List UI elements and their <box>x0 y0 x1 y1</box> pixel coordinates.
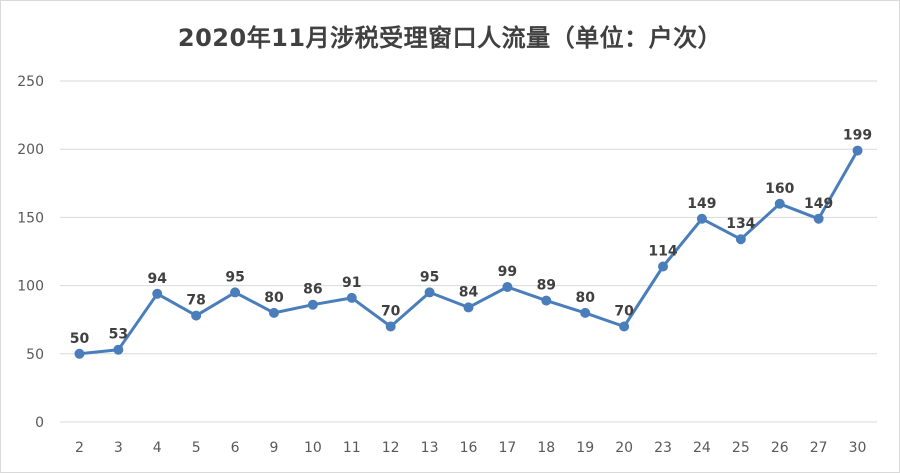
data-point <box>580 307 591 318</box>
data-point <box>541 295 552 306</box>
series-line-group <box>79 149 859 356</box>
data-point <box>307 299 318 310</box>
x-tick-label: 16 <box>460 440 478 456</box>
data-label: 89 <box>537 278 556 294</box>
data-label: 80 <box>575 290 595 306</box>
chart-title: 2020年11月涉税受理窗口人流量（单位：户次） <box>177 24 723 52</box>
data-label: 80 <box>264 290 284 306</box>
x-tick-label: 11 <box>343 440 361 456</box>
data-label: 50 <box>70 331 90 347</box>
x-tick-label: 23 <box>654 440 672 456</box>
y-tick-label: 100 <box>17 279 44 295</box>
data-point <box>619 321 630 332</box>
data-label: 134 <box>726 216 755 232</box>
data-point <box>463 302 474 313</box>
data-point <box>385 321 396 332</box>
data-point <box>191 310 202 321</box>
data-label: 84 <box>459 284 479 300</box>
x-tick-label: 13 <box>421 440 439 456</box>
data-point <box>230 287 241 298</box>
data-label: 86 <box>303 282 322 298</box>
data-point <box>268 307 279 318</box>
data-point <box>346 292 357 303</box>
data-point <box>735 234 746 245</box>
data-point <box>113 344 124 355</box>
data-point <box>74 348 85 359</box>
markers-group <box>74 145 863 359</box>
y-tick-label: 150 <box>17 210 44 226</box>
data-point <box>813 213 824 224</box>
y-axis-ticks: 0 50 100 150 200 250 <box>17 74 44 431</box>
y-tick-label: 200 <box>17 142 44 158</box>
x-tick-label: 20 <box>615 440 633 456</box>
data-label: 91 <box>342 275 361 291</box>
x-tick-label: 19 <box>576 440 594 456</box>
data-label: 95 <box>225 269 244 285</box>
x-axis-ticks: 2 3 4 5 6 9 10 11 12 13 16 17 18 19 20 23 24 25 26 27 30 <box>75 440 866 456</box>
x-tick-label: 30 <box>849 440 867 456</box>
data-label: 53 <box>109 327 128 343</box>
x-tick-label: 17 <box>498 440 516 456</box>
data-label: 70 <box>614 304 634 320</box>
y-tick-label: 0 <box>35 415 44 431</box>
x-tick-label: 18 <box>537 440 555 456</box>
data-point <box>774 198 785 209</box>
x-tick-label: 4 <box>153 440 162 456</box>
data-label: 160 <box>765 181 794 197</box>
gridlines <box>60 80 877 423</box>
data-label: 199 <box>843 128 872 144</box>
x-tick-label: 6 <box>231 440 240 456</box>
x-tick-label: 25 <box>732 440 750 456</box>
data-label: 70 <box>381 304 401 320</box>
x-tick-label: 27 <box>810 440 828 456</box>
x-tick-label: 9 <box>270 440 279 456</box>
x-tick-label: 12 <box>382 440 400 456</box>
series-line <box>79 149 859 356</box>
x-tick-label: 10 <box>304 440 322 456</box>
data-label: 94 <box>148 271 168 287</box>
data-label: 149 <box>804 196 833 212</box>
data-point <box>502 281 513 292</box>
data-point <box>424 287 435 298</box>
data-labels-group: 50 53 94 78 95 80 86 91 70 95 84 99 89 80 70 114 149 134 1… <box>70 128 872 347</box>
data-label: 95 <box>420 269 439 285</box>
x-tick-label: 26 <box>771 440 789 456</box>
x-tick-label: 5 <box>192 440 201 456</box>
x-tick-label: 2 <box>75 440 84 456</box>
data-label: 114 <box>648 244 677 260</box>
y-tick-label: 250 <box>17 74 44 90</box>
data-point <box>658 261 669 272</box>
data-label: 99 <box>498 264 517 280</box>
data-label: 149 <box>687 196 716 212</box>
data-point <box>696 213 707 224</box>
data-label: 78 <box>186 293 205 309</box>
y-tick-label: 50 <box>26 347 44 363</box>
x-tick-label: 3 <box>114 440 123 456</box>
data-point <box>852 145 863 156</box>
x-tick-label: 24 <box>693 440 711 456</box>
data-point <box>152 288 163 299</box>
